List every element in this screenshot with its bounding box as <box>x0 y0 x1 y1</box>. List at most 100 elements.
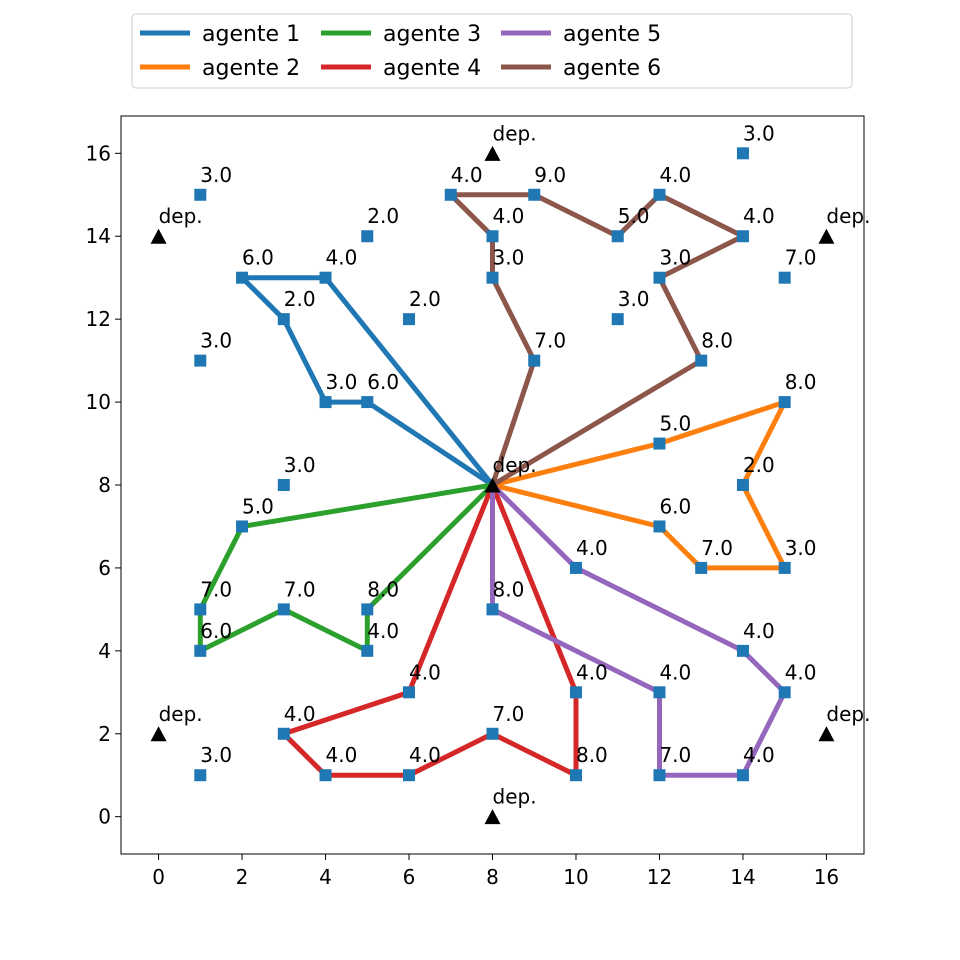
customer-demand-label: 8.0 <box>701 329 733 353</box>
customer-marker <box>528 188 541 201</box>
customer-marker <box>611 230 624 243</box>
customer-marker <box>778 271 791 284</box>
legend-box <box>131 13 853 89</box>
depot-markers <box>150 145 835 825</box>
customer-marker <box>361 230 374 243</box>
customer-demand-label: 3.0 <box>618 287 650 311</box>
legend-item: agente 1 <box>140 22 300 47</box>
customer-demand-label: 3.0 <box>284 453 316 477</box>
customer-marker <box>778 686 791 699</box>
depot-marker <box>484 477 501 493</box>
customer-marker <box>569 686 582 699</box>
customer-demand-label: 4.0 <box>284 702 316 726</box>
customer-marker <box>403 686 416 699</box>
legend-item: agente 6 <box>501 56 661 81</box>
y-tick-label: 8 <box>98 473 111 497</box>
customer-marker <box>653 188 666 201</box>
depot-marker <box>818 726 835 742</box>
customer-markers <box>194 147 791 782</box>
depot-label: dep. <box>493 785 537 809</box>
customer-demand-label: 4.0 <box>326 743 358 767</box>
y-tick-label: 2 <box>98 722 111 746</box>
depot-label: dep. <box>493 453 537 477</box>
customer-marker <box>569 769 582 782</box>
depot-label: dep. <box>493 121 537 145</box>
customer-demand-label: 3.0 <box>659 246 691 270</box>
customer-demand-label: 7.0 <box>200 577 232 601</box>
customer-marker <box>319 769 332 782</box>
customer-demand-label: 4.0 <box>659 660 691 684</box>
customer-demand-label: 2.0 <box>367 204 399 228</box>
customer-marker <box>319 396 332 409</box>
x-tick-label: 12 <box>647 865 672 889</box>
customer-marker <box>653 520 666 533</box>
customer-marker <box>319 271 332 284</box>
customer-marker <box>277 479 290 491</box>
customer-marker <box>403 313 416 326</box>
depot-label: dep. <box>826 204 870 228</box>
customer-marker <box>194 603 207 616</box>
legend-item: agente 3 <box>321 22 481 47</box>
customer-marker <box>403 769 416 782</box>
legend-item: agente 2 <box>140 56 300 81</box>
customer-demand-label: 3.0 <box>493 246 525 270</box>
customer-demand-label: 8.0 <box>576 743 608 767</box>
route-line-agente-3 <box>197 482 495 654</box>
customer-demand-label: 7.0 <box>493 702 525 726</box>
x-tick-label: 16 <box>814 865 839 889</box>
legend-label: agente 4 <box>383 56 481 81</box>
customer-demand-label: 4.0 <box>409 660 441 684</box>
customer-demand-label: 7.0 <box>701 536 733 560</box>
customer-marker <box>236 520 249 533</box>
legend-label: agente 6 <box>563 56 661 81</box>
x-tick-label: 8 <box>486 865 499 889</box>
customer-marker <box>486 603 499 616</box>
customer-marker <box>653 437 666 450</box>
customer-demand-label: 4.0 <box>451 163 483 187</box>
customer-demand-label: 3.0 <box>200 163 232 187</box>
customer-demand-label: 4.0 <box>659 163 691 187</box>
customer-marker <box>194 644 207 657</box>
y-tick-label: 10 <box>86 390 111 414</box>
legend-label: agente 3 <box>383 22 481 47</box>
customer-marker <box>653 769 666 782</box>
legend: agente 1 agente 2 agente 3 agente 4 agente 5… <box>131 13 853 89</box>
customer-marker <box>444 188 457 201</box>
y-tick-label: 12 <box>86 307 111 331</box>
customer-demand-label: 5.0 <box>659 412 691 436</box>
legend-label: agente 5 <box>563 22 661 47</box>
x-tick-label: 0 <box>152 865 165 889</box>
customer-demand-label: 5.0 <box>242 494 274 518</box>
customer-demand-label: 2.0 <box>409 287 441 311</box>
customer-demand-label: 8.0 <box>785 370 817 394</box>
customer-marker <box>486 271 499 284</box>
route-line-agente-2 <box>491 399 788 571</box>
x-tick-label: 14 <box>730 865 755 889</box>
customer-demand-label: 7.0 <box>785 246 817 270</box>
customer-marker <box>528 354 541 367</box>
customer-demand-label: 4.0 <box>326 246 358 270</box>
customer-marker <box>653 686 666 699</box>
depot-label: dep. <box>826 702 870 726</box>
x-tick-label: 2 <box>236 865 249 889</box>
depot-marker <box>818 228 835 244</box>
axes: 0 2 4 6 8 10 12 14 16 0 2 4 6 8 10 12 14 16 <box>86 141 840 889</box>
y-tick-label: 6 <box>98 556 111 580</box>
customer-demand-label: 8.0 <box>367 577 399 601</box>
legend-label: agente 1 <box>202 22 300 47</box>
y-tick-label: 4 <box>98 639 111 663</box>
depot-marker <box>484 809 501 825</box>
customer-demand-label: 4.0 <box>743 743 775 767</box>
customer-demand-label: 3.0 <box>785 536 817 560</box>
customer-marker <box>736 479 749 491</box>
customer-demand-label: 7.0 <box>534 329 566 353</box>
customer-demand-label: 4.0 <box>367 619 399 643</box>
y-tick-label: 16 <box>86 141 111 165</box>
customer-marker <box>778 396 791 409</box>
customer-marker <box>695 354 708 367</box>
customer-marker <box>236 271 249 284</box>
customer-marker <box>277 313 290 326</box>
customer-demand-label: 4.0 <box>576 536 608 560</box>
customer-demand-label: 7.0 <box>284 577 316 601</box>
